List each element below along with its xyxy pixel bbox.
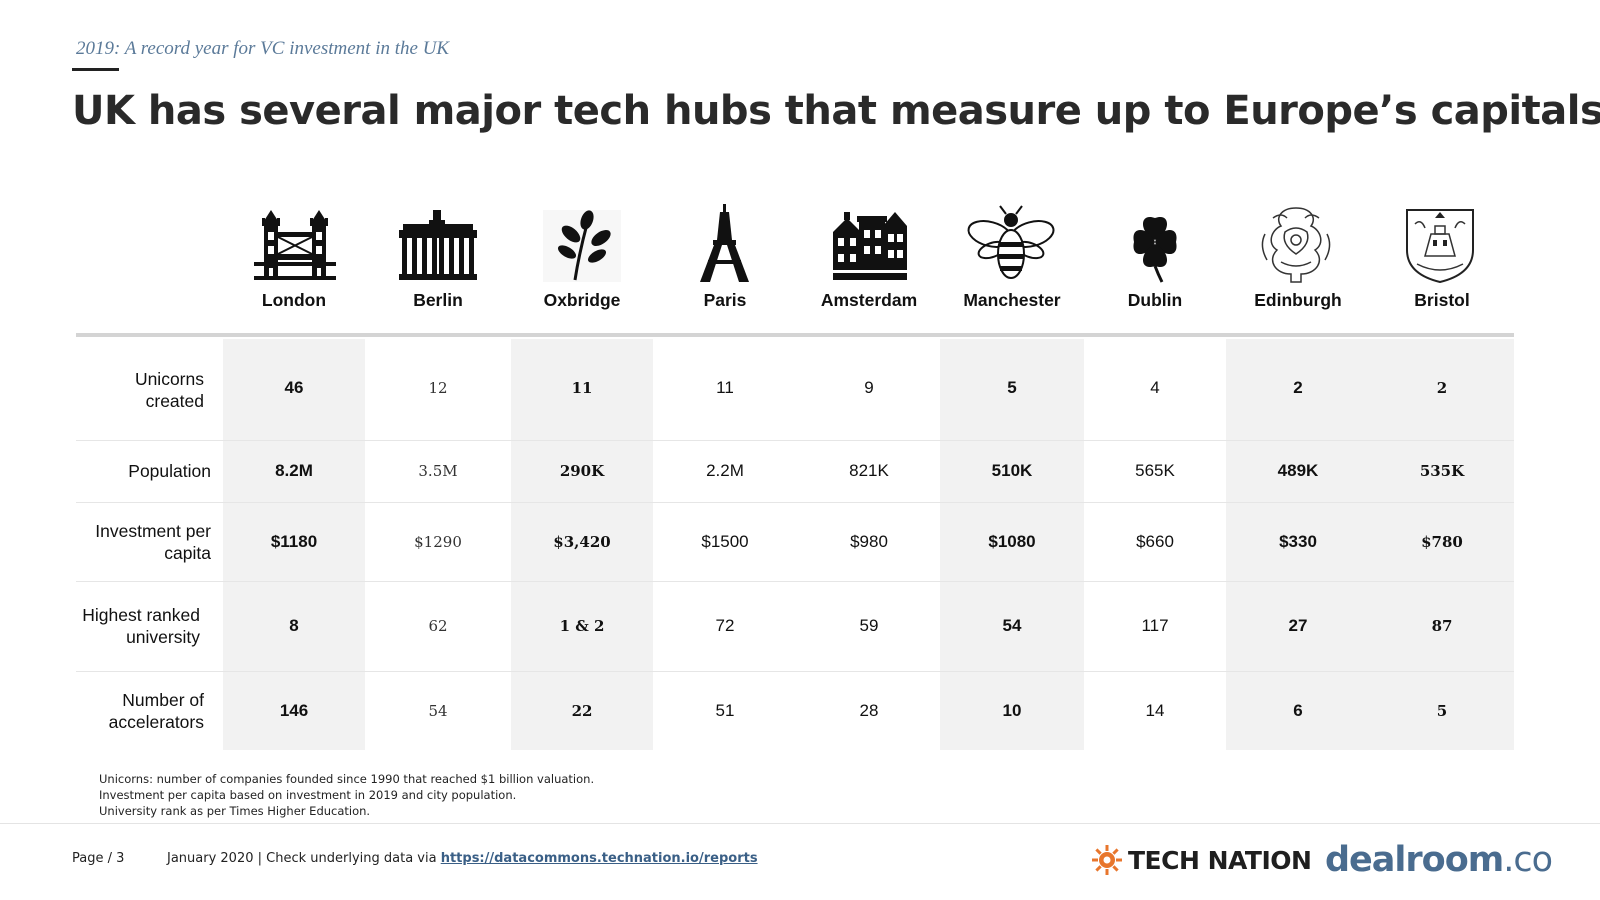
city-name-oxbridge: Oxbridge <box>543 290 621 310</box>
table-cell: 510K <box>991 461 1033 480</box>
kicker-underline <box>72 68 119 71</box>
table-cell: 5 <box>1436 702 1448 720</box>
column-shade-edinburgh-bristol <box>1226 339 1514 750</box>
table-cell: 2 <box>1293 378 1303 397</box>
table-cell: 3.5M <box>418 462 458 480</box>
table-cell: 87 <box>1431 617 1453 635</box>
table-cell: 9 <box>864 378 874 397</box>
table-cell: 146 <box>279 701 309 720</box>
table-cell: 22 <box>571 702 593 720</box>
edinburgh-crest-icon <box>1261 207 1331 283</box>
city-name-berlin: Berlin <box>413 290 463 310</box>
table-cell: 51 <box>715 701 735 720</box>
page-title: UK has several major tech hubs that meas… <box>72 88 1600 134</box>
tech-nation-wordmark: TECH NATION <box>1128 845 1312 875</box>
row-label-university: Highest ranked university <box>82 605 200 647</box>
table-cell: $330 <box>1279 532 1317 551</box>
kicker-text: 2019: A record year for VC investment in… <box>76 38 450 59</box>
table-cell: $980 <box>850 532 888 551</box>
table-cell: 821K <box>849 461 889 480</box>
table-cell: $660 <box>1136 532 1174 551</box>
table-cell: 72 <box>715 616 735 635</box>
canal-houses-icon <box>833 212 907 280</box>
tech-nation-logo: TECH NATION <box>1092 845 1312 875</box>
row-label-unicorns: Unicorns created <box>134 369 204 411</box>
city-name-amsterdam: Amsterdam <box>820 290 918 310</box>
footer-divider <box>0 823 1600 824</box>
table-cell: 54 <box>1002 616 1022 635</box>
table-cell: 1 & 2 <box>559 617 605 635</box>
table-cell: 565K <box>1135 461 1175 480</box>
column-shade-manchester <box>940 339 1084 750</box>
table-cell: 59 <box>859 616 879 635</box>
dealroom-logo: dealroom.co <box>1325 840 1553 880</box>
table-cell: $1500 <box>701 532 749 551</box>
table-cell: 2 <box>1436 379 1448 397</box>
eiffel-tower-icon <box>700 204 749 282</box>
table-cell: 28 <box>859 701 879 720</box>
table-cell: 27 <box>1288 616 1308 635</box>
source-prefix: January 2020 | Check underlying data via <box>167 851 441 866</box>
row-label-accelerators: Number of accelerators <box>108 690 204 732</box>
table-cell: 11 <box>716 378 734 397</box>
city-name-bristol: Bristol <box>1414 290 1470 310</box>
table-cell: 535K <box>1419 462 1465 480</box>
page-number: Page / 3 <box>72 851 125 866</box>
row-label-population: Population <box>128 461 211 481</box>
table-cell: $3,420 <box>553 533 611 551</box>
row-divider <box>76 671 1514 672</box>
table-cell: 2.2M <box>706 461 744 480</box>
column-shade-london <box>223 339 365 750</box>
bristol-coat-of-arms-icon <box>1406 209 1474 284</box>
footnote: Unicorns: number of companies founded si… <box>99 772 595 786</box>
city-name-london: London <box>261 290 327 310</box>
table-cell: $1080 <box>988 532 1036 551</box>
city-name-manchester: Manchester <box>963 290 1061 310</box>
city-name-edinburgh: Edinburgh <box>1254 290 1342 310</box>
source-link[interactable]: https://datacommons.technation.io/report… <box>440 851 758 866</box>
table-cell: 14 <box>1145 701 1165 720</box>
dealroom-suffix: .co <box>1503 840 1553 880</box>
table-cell: 62 <box>428 617 448 635</box>
table-cell: 489K <box>1277 461 1319 480</box>
table-cell: $1290 <box>414 533 462 551</box>
header-divider <box>76 333 1514 337</box>
table-cell: 290K <box>559 462 605 480</box>
footnote: Investment per capita based on investmen… <box>99 788 517 802</box>
table-cell: 6 <box>1293 701 1303 720</box>
city-name-paris: Paris <box>703 290 747 310</box>
table-cell: $1180 <box>270 532 318 551</box>
row-divider <box>76 581 1514 582</box>
tech-nation-sun-icon <box>1092 845 1122 875</box>
table-cell: 5 <box>1007 378 1017 397</box>
table-cell: 12 <box>428 379 448 397</box>
row-divider <box>76 502 1514 503</box>
table-cell: $780 <box>1421 533 1463 551</box>
column-shade-oxbridge <box>511 339 653 750</box>
table-cell: 8 <box>289 616 299 635</box>
source-note: January 2020 | Check underlying data via… <box>167 851 758 866</box>
table-cell: 11 <box>571 379 593 397</box>
footnotes: Unicorns: number of companies founded si… <box>99 771 594 819</box>
table-cell: 8.2M <box>275 461 313 480</box>
shamrock-icon <box>1133 216 1177 283</box>
brandenburg-gate-icon <box>399 210 477 280</box>
table-cell: 10 <box>1002 701 1022 720</box>
footnote: University rank as per Times Higher Educ… <box>99 804 371 818</box>
table-cell: 4 <box>1150 378 1160 397</box>
table-cell: 54 <box>428 702 448 720</box>
worker-bee-icon <box>967 205 1055 279</box>
table-cell: 117 <box>1141 616 1169 635</box>
table-cell: 46 <box>284 378 304 397</box>
leaf-sprig-icon <box>543 210 621 282</box>
dealroom-wordmark: dealroom <box>1325 840 1504 880</box>
row-divider <box>76 440 1514 441</box>
tower-bridge-icon <box>254 210 336 280</box>
row-label-investment: Investment per capita <box>95 521 211 563</box>
city-name-dublin: Dublin <box>1127 290 1183 310</box>
